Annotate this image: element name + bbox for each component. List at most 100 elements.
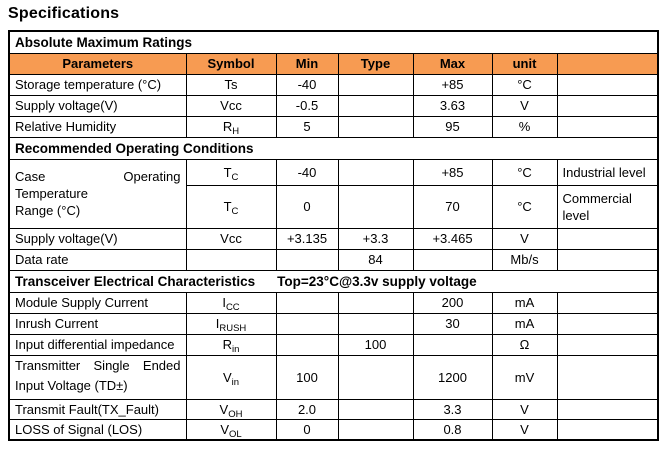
note-cell <box>556 312 659 335</box>
symbol-cell: Vcc <box>185 94 277 117</box>
note-cell: Industrial level <box>556 158 659 186</box>
type-cell <box>337 158 414 186</box>
unit-cell: V <box>491 227 558 250</box>
max-cell: 30 <box>412 312 493 335</box>
param-cell: Data rate <box>8 248 187 271</box>
param-cell: Module Supply Current <box>8 291 187 314</box>
section-title: Absolute Maximum Ratings <box>8 30 659 54</box>
col-header-extra <box>556 52 659 75</box>
min-cell <box>275 333 339 356</box>
note-cell <box>556 73 659 96</box>
col-header-symbol: Symbol <box>185 52 277 75</box>
type-cell: 84 <box>337 248 414 271</box>
type-cell: +3.3 <box>337 227 414 250</box>
unit-cell: Ω <box>491 333 558 356</box>
section-title: Recommended Operating Conditions <box>8 136 659 160</box>
unit-cell: °C <box>491 184 558 229</box>
type-cell <box>337 115 414 138</box>
param-cell: Transmitter Single Ended Input Voltage (… <box>8 354 187 400</box>
max-cell: 3.3 <box>412 398 493 420</box>
symbol-cell: Rin <box>185 333 277 356</box>
param-cell: Supply voltage(V) <box>8 227 187 250</box>
note-cell <box>556 94 659 117</box>
symbol-cell <box>185 248 277 271</box>
table-row-storage-temperature: Storage temperature (°C) Ts -40 +85 °C <box>8 73 659 96</box>
param-cell: Case Operating Temperature Range (°C) <box>8 158 187 229</box>
min-cell: 0 <box>275 184 339 229</box>
min-cell <box>275 291 339 314</box>
section-row-transceiver-electrical-characteristics: Transceiver Electrical Characteristics To… <box>8 269 659 293</box>
min-cell: 2.0 <box>275 398 339 420</box>
type-cell: 100 <box>337 333 414 356</box>
col-header-parameters: Parameters <box>8 52 187 75</box>
note-cell <box>556 398 659 420</box>
section-row-recommended-operating-conditions: Recommended Operating Conditions <box>8 136 659 160</box>
param-cell: Transmit Fault(TX_Fault) <box>8 398 187 420</box>
type-cell <box>337 312 414 335</box>
max-cell: +85 <box>412 73 493 96</box>
max-cell: +3.465 <box>412 227 493 250</box>
table-row-case-temp-industrial: Case Operating Temperature Range (°C) TC… <box>8 158 659 229</box>
unit-cell: V <box>491 398 558 420</box>
max-cell: 200 <box>412 291 493 314</box>
min-cell: -0.5 <box>275 94 339 117</box>
min-cell: +3.135 <box>275 227 339 250</box>
table-row-transmitter-input-voltage: Transmitter Single Ended Input Voltage (… <box>8 354 659 400</box>
type-cell <box>337 94 414 117</box>
symbol-cell: TC <box>185 158 277 186</box>
type-cell <box>337 184 414 229</box>
min-cell: 5 <box>275 115 339 138</box>
unit-cell: mA <box>491 312 558 335</box>
col-header-max: Max <box>412 52 493 75</box>
param-cell: Input differential impedance <box>8 333 187 356</box>
note-cell <box>556 354 659 400</box>
unit-cell: °C <box>491 73 558 96</box>
table-row-supply-voltage-roc: Supply voltage(V) Vcc +3.135 +3.3 +3.465… <box>8 227 659 250</box>
unit-cell: % <box>491 115 558 138</box>
symbol-cell: Vcc <box>185 227 277 250</box>
table-row-supply-voltage-abs: Supply voltage(V) Vcc -0.5 3.63 V <box>8 94 659 117</box>
max-cell: 3.63 <box>412 94 493 117</box>
table-row-transmit-fault: Transmit Fault(TX_Fault) VOH 2.0 3.3 V <box>8 398 659 420</box>
max-cell: 70 <box>412 184 493 229</box>
unit-cell: mV <box>491 354 558 400</box>
column-header-row: Parameters Symbol Min Type Max unit <box>8 52 659 75</box>
table-row-module-supply-current: Module Supply Current ICC 200 mA <box>8 291 659 314</box>
symbol-cell: ICC <box>185 291 277 314</box>
note-cell <box>556 115 659 138</box>
col-header-unit: unit <box>491 52 558 75</box>
table-row-loss-of-signal: LOSS of Signal (LOS) VOL 0 0.8 V <box>8 418 659 440</box>
param-cell: LOSS of Signal (LOS) <box>8 418 187 440</box>
section-row-absolute-maximum-ratings: Absolute Maximum Ratings <box>8 30 659 54</box>
min-cell: 0 <box>275 418 339 440</box>
min-cell: -40 <box>275 158 339 186</box>
param-cell: Supply voltage(V) <box>8 94 187 117</box>
type-cell <box>337 354 414 400</box>
unit-cell: Mb/s <box>491 248 558 271</box>
max-cell: 1200 <box>412 354 493 400</box>
table-row-input-differential-impedance: Input differential impedance Rin 100 Ω <box>8 333 659 356</box>
note-cell: Commercial level <box>556 184 659 229</box>
symbol-cell: TC <box>185 184 277 229</box>
min-cell: -40 <box>275 73 339 96</box>
symbol-cell: VOH <box>185 398 277 420</box>
max-cell <box>412 333 493 356</box>
max-cell: +85 <box>412 158 493 186</box>
symbol-cell: Ts <box>185 73 277 96</box>
specifications-table: Absolute Maximum Ratings Parameters Symb… <box>8 30 660 441</box>
note-cell <box>556 227 659 250</box>
min-cell <box>275 248 339 271</box>
unit-cell: V <box>491 418 558 440</box>
symbol-cell: VOL <box>185 418 277 440</box>
test-condition: Top=23°C@3.3v supply voltage <box>277 273 477 289</box>
param-cell: Storage temperature (°C) <box>8 73 187 96</box>
type-cell <box>337 398 414 420</box>
note-cell <box>556 248 659 271</box>
max-cell: 95 <box>412 115 493 138</box>
unit-cell: mA <box>491 291 558 314</box>
param-cell: Inrush Current <box>8 312 187 335</box>
table-row-data-rate: Data rate 84 Mb/s <box>8 248 659 271</box>
min-cell <box>275 312 339 335</box>
type-cell <box>337 291 414 314</box>
col-header-type: Type <box>337 52 414 75</box>
